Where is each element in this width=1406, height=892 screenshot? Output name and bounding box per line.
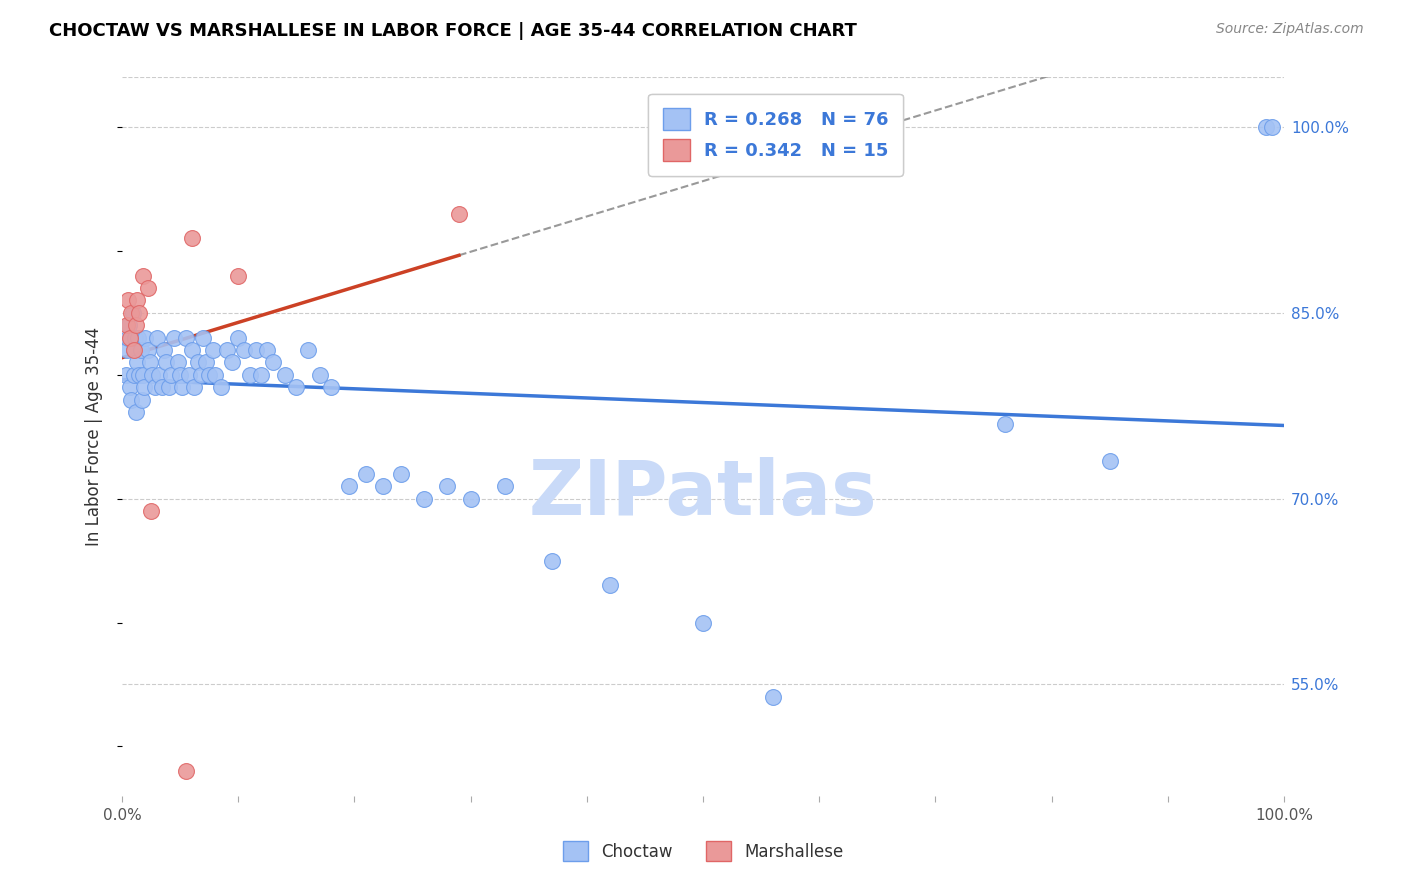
Y-axis label: In Labor Force | Age 35-44: In Labor Force | Age 35-44 — [86, 327, 103, 546]
Point — [125, 318, 148, 333]
Point — [194, 355, 217, 369]
Point — [120, 380, 142, 394]
Point — [153, 343, 176, 357]
Point — [136, 343, 159, 357]
Point — [155, 355, 177, 369]
Point — [166, 355, 188, 369]
Point — [118, 318, 141, 333]
Point — [389, 467, 412, 481]
Point — [169, 368, 191, 382]
Point — [285, 380, 308, 394]
Point — [132, 268, 155, 283]
Point — [143, 380, 166, 394]
Point — [1256, 120, 1278, 134]
Point — [117, 293, 139, 308]
Point — [127, 330, 149, 344]
Point — [994, 417, 1017, 432]
Point — [124, 330, 146, 344]
Point — [245, 343, 267, 357]
Point — [148, 368, 170, 382]
Point — [131, 392, 153, 407]
Point — [447, 207, 470, 221]
Point — [1261, 120, 1284, 134]
Point — [413, 491, 436, 506]
Point — [122, 368, 145, 382]
Point — [122, 343, 145, 357]
Point — [239, 368, 262, 382]
Point — [117, 330, 139, 344]
Point — [136, 281, 159, 295]
Point — [273, 368, 295, 382]
Point — [221, 355, 243, 369]
Point — [163, 330, 186, 344]
Point — [226, 330, 249, 344]
Point — [122, 343, 145, 357]
Point — [297, 343, 319, 357]
Point — [129, 343, 152, 357]
Point — [127, 293, 149, 308]
Point — [494, 479, 516, 493]
Point — [139, 504, 162, 518]
Point — [541, 553, 564, 567]
Point — [172, 380, 194, 394]
Point — [121, 306, 143, 320]
Point — [127, 355, 149, 369]
Point — [193, 330, 215, 344]
Point — [256, 343, 278, 357]
Point — [226, 268, 249, 283]
Point — [174, 330, 197, 344]
Point — [132, 368, 155, 382]
Point — [209, 380, 232, 394]
Point — [180, 231, 202, 245]
Point — [337, 479, 360, 493]
Point — [128, 368, 150, 382]
Point — [198, 368, 221, 382]
Point — [262, 355, 284, 369]
Point — [179, 368, 201, 382]
Point — [139, 355, 162, 369]
Point — [115, 318, 138, 333]
Point — [141, 368, 163, 382]
Point — [460, 491, 482, 506]
Point — [436, 479, 458, 493]
Point — [157, 380, 180, 394]
Text: ZIPatlas: ZIPatlas — [529, 458, 877, 532]
Point — [160, 368, 183, 382]
Point — [190, 368, 212, 382]
Point — [174, 764, 197, 779]
Point — [233, 343, 256, 357]
Point — [146, 330, 169, 344]
Point — [373, 479, 395, 493]
Point — [599, 578, 621, 592]
Point — [692, 615, 714, 630]
Point — [215, 343, 238, 357]
Legend: R = 0.268   N = 76, R = 0.342   N = 15: R = 0.268 N = 76, R = 0.342 N = 15 — [648, 94, 903, 176]
Point — [762, 690, 785, 704]
Point — [250, 368, 273, 382]
Point — [321, 380, 343, 394]
Legend: Choctaw, Marshallese: Choctaw, Marshallese — [550, 828, 856, 875]
Point — [134, 330, 156, 344]
Point — [115, 343, 138, 357]
Point — [120, 306, 142, 320]
Point — [150, 380, 173, 394]
Point — [183, 380, 205, 394]
Point — [120, 392, 142, 407]
Point — [308, 368, 330, 382]
Point — [134, 380, 156, 394]
Point — [125, 405, 148, 419]
Point — [128, 306, 150, 320]
Point — [187, 355, 209, 369]
Point — [180, 343, 202, 357]
Point — [204, 368, 226, 382]
Text: CHOCTAW VS MARSHALLESE IN LABOR FORCE | AGE 35-44 CORRELATION CHART: CHOCTAW VS MARSHALLESE IN LABOR FORCE | … — [49, 22, 858, 40]
Point — [201, 343, 224, 357]
Point — [354, 467, 377, 481]
Point — [1098, 454, 1121, 468]
Text: Source: ZipAtlas.com: Source: ZipAtlas.com — [1216, 22, 1364, 37]
Point — [120, 330, 142, 344]
Point — [114, 368, 136, 382]
